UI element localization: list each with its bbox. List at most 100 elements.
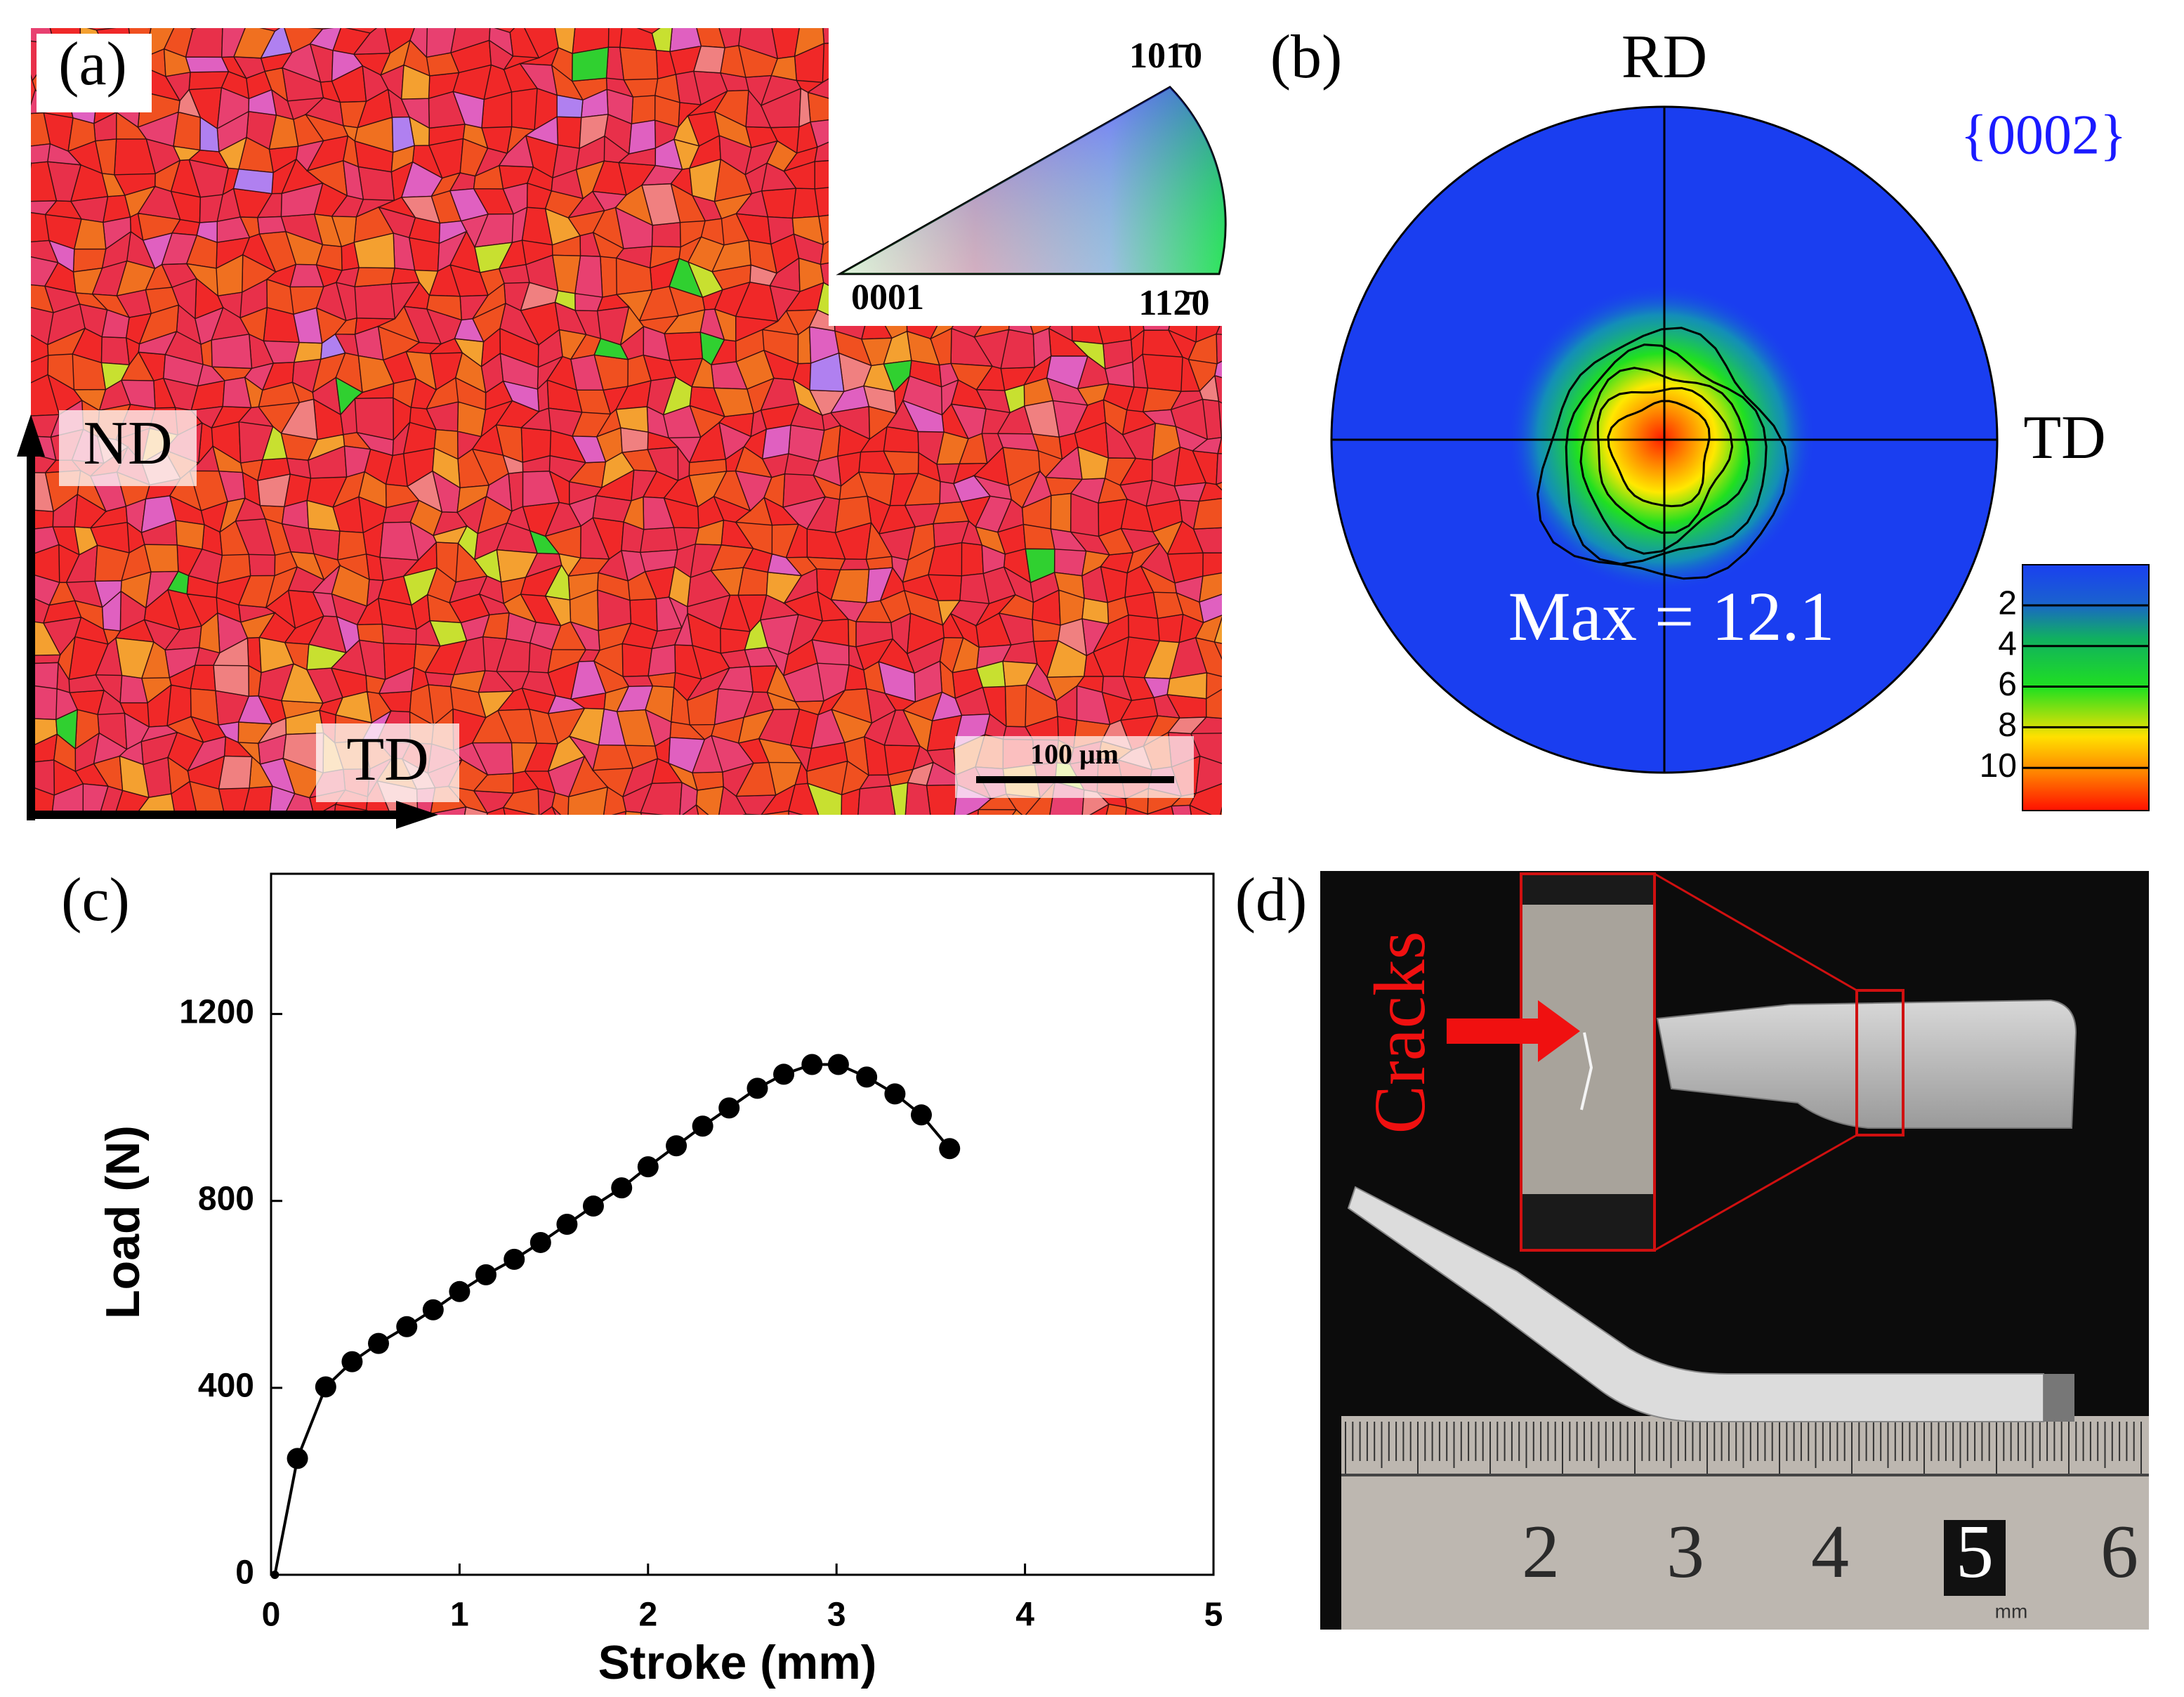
x-axis-label: Stroke (mm) — [598, 1636, 877, 1689]
direction-label: ND — [83, 409, 172, 478]
inset-bottom — [1521, 1194, 1655, 1250]
y-tick-label: 400 — [198, 1368, 254, 1405]
colorbar-tick-label: 6 — [1998, 666, 2017, 703]
ipf-triangle-shade — [840, 87, 1226, 274]
panel-label: (b) — [1270, 23, 1343, 91]
zoom-box — [1855, 989, 1905, 1136]
marker — [746, 1077, 768, 1099]
marker — [396, 1316, 418, 1337]
label-box — [37, 34, 152, 112]
scale-label: 100 μm — [1030, 738, 1119, 770]
marker — [856, 1066, 878, 1088]
marker — [287, 1448, 308, 1469]
colorbar-tick-label: 4 — [1998, 625, 2017, 662]
ruler-highlight — [1944, 1520, 2006, 1596]
arrow-head — [17, 414, 45, 457]
ruler-label: 2 — [1522, 1510, 1560, 1594]
marker — [475, 1264, 496, 1285]
grains — [31, 28, 1222, 815]
specimen-end — [2044, 1374, 2074, 1422]
ruler-label: 3 — [1666, 1510, 1704, 1594]
panel-label: (a) — [58, 30, 127, 98]
crack-arrow — [1447, 1000, 1580, 1062]
ruler-labels: 2 3 4 5 6 mm — [1522, 1510, 2138, 1623]
direction-label: TD — [346, 726, 428, 794]
x-tick-label: 2 — [638, 1597, 657, 1634]
ruler-label: 6 — [2100, 1510, 2138, 1594]
direction-label: TD — [2023, 404, 2105, 472]
marker — [827, 1054, 849, 1075]
ipf-label: 0001 — [851, 277, 924, 317]
x-tick-label: 0 — [262, 1597, 281, 1634]
marker — [692, 1115, 713, 1137]
contours — [1537, 327, 1789, 580]
marker — [529, 1231, 551, 1253]
ipf-label: 112̄0 — [1138, 283, 1209, 323]
marker — [637, 1156, 659, 1178]
marker — [939, 1138, 961, 1160]
ruler-label: 5 — [1956, 1510, 1994, 1594]
ruler — [1341, 1416, 2149, 1630]
colorbar-tick-label: 2 — [1998, 585, 2017, 622]
contour — [1607, 400, 1711, 508]
panel-a: 101̄0 0001 112̄0 (a) ND TD 100 μm — [17, 28, 1227, 829]
plot-frame — [270, 872, 1215, 1576]
ruler-label: 4 — [1811, 1510, 1849, 1594]
marker — [449, 1280, 471, 1302]
x-tick-label: 5 — [1204, 1597, 1223, 1634]
y-tick-label: 0 — [235, 1554, 254, 1592]
panel-c: (c) Stroke (mm) Load (N) 0 1 2 3 4 5 0 400 800 12… — [61, 866, 1223, 1689]
marker — [611, 1177, 633, 1199]
marker — [582, 1195, 604, 1217]
x-tick-label: 3 — [827, 1597, 846, 1634]
marker — [718, 1097, 740, 1119]
y-axis-label: Load (N) — [96, 1125, 150, 1319]
panel-label: (d) — [1235, 866, 1308, 934]
scale-box — [955, 736, 1194, 798]
intensity-blob — [1500, 285, 1823, 608]
contour — [1579, 367, 1751, 555]
label-box — [316, 723, 459, 802]
inset-photo — [1521, 874, 1655, 1250]
marker — [556, 1214, 578, 1235]
marker — [504, 1248, 525, 1270]
inset-frame — [1520, 872, 1656, 1252]
marker — [666, 1135, 688, 1157]
crack — [1580, 1032, 1593, 1110]
panel-b: (b) RD TD {0002} Max = 12.1 24 6 810 — [1270, 23, 2150, 811]
marker — [367, 1332, 389, 1354]
y-tick-label: 1200 — [179, 993, 254, 1030]
x-tick-label: 4 — [1015, 1597, 1034, 1634]
specimen-top — [1656, 999, 2077, 1129]
inset-top — [1521, 874, 1655, 905]
line — [273, 1063, 951, 1575]
direction-label: RD — [1621, 23, 1707, 91]
marker — [910, 1104, 932, 1126]
marker — [801, 1054, 823, 1075]
pole-title: {0002} — [1961, 104, 2127, 166]
x-tick-label: 1 — [450, 1597, 469, 1634]
marker — [341, 1351, 363, 1372]
colorbar-tick-label: 10 — [1980, 747, 2017, 785]
contour — [1596, 387, 1734, 534]
ruler-ticks — [1345, 1422, 2142, 1475]
ruler-unit: mm — [1995, 1600, 2028, 1622]
ipf-label: 101̄0 — [1129, 36, 1202, 76]
zoom-line — [1654, 1134, 1857, 1252]
marker — [422, 1299, 444, 1321]
contour — [1537, 327, 1789, 580]
marker — [884, 1083, 906, 1105]
panel-d: (d) Cracks 2 3 4 5 6 mm — [1235, 866, 2149, 1630]
y-tick-label: 800 — [198, 1180, 254, 1217]
marker — [270, 1571, 279, 1579]
zoom-line — [1654, 872, 1857, 992]
marker — [773, 1063, 795, 1085]
plot: 0 1 2 3 4 5 0 400 800 1200 — [179, 993, 1223, 1633]
marker — [315, 1376, 336, 1398]
crack-label: Cracks — [1360, 931, 1440, 1134]
colorbar-tick-label: 8 — [1998, 707, 2017, 744]
contour — [1565, 343, 1768, 565]
panel-label: (c) — [61, 866, 130, 934]
